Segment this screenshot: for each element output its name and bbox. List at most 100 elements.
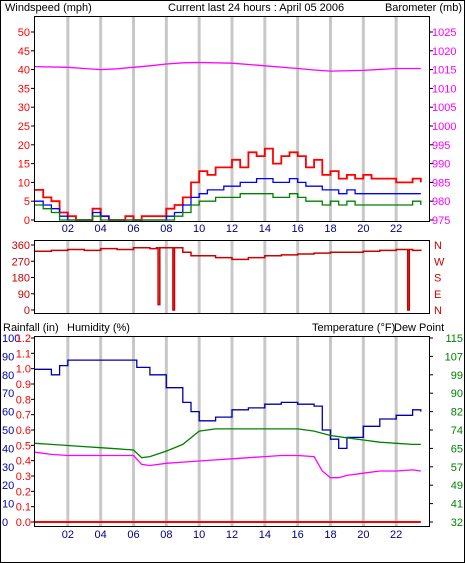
baro-tick-label: 1015	[432, 65, 456, 77]
climate-x-tick-label: 04	[95, 529, 107, 541]
baro-tick-label: 985	[432, 177, 450, 189]
direction-tick-label: 270	[12, 256, 30, 268]
climate-x-tick-label: 20	[357, 529, 369, 541]
baro-tick-label: 990	[432, 159, 450, 171]
climate-x-tick-label: 12	[226, 529, 238, 541]
temperature-tick-label: 57	[451, 462, 463, 474]
wind-axis-label: Windspeed (mph)	[5, 2, 92, 14]
chart-title: Current last 24 hours : April 05 2006	[168, 2, 344, 14]
wind-tick-label: 35	[18, 83, 30, 95]
climate-x-tick-label: 14	[259, 529, 271, 541]
rainfall-tick-label: 0.3	[16, 471, 31, 483]
rainfall-tick-label: 0.7	[16, 410, 31, 422]
tick-layer: 5045403530252015105010251020101510101005…	[2, 27, 463, 541]
baro-tick-label: 1020	[432, 46, 456, 58]
rainfall-tick-label: 0.1	[16, 502, 31, 514]
wind-gust-line	[35, 147, 422, 221]
wind-low-line	[35, 193, 422, 221]
wind-tick-label: 0	[24, 215, 30, 227]
wind-direction-line	[35, 246, 422, 311]
direction-tick-label: 180	[12, 273, 30, 285]
baro-tick-label: 1025	[432, 27, 456, 39]
humidity-tick-label: 70	[2, 388, 14, 400]
rainfall-tick-label: 0.8	[16, 394, 31, 406]
temperature-tick-label: 74	[451, 425, 463, 437]
compass-tick-label: N	[434, 240, 442, 252]
temperature-tick-label: 99	[451, 370, 463, 382]
compass-tick-label: W	[434, 256, 445, 268]
climate-x-tick-label: 10	[193, 529, 205, 541]
wind-average-line	[35, 177, 421, 221]
temperature-tick-label: 41	[451, 499, 463, 511]
dewpoint-axis-label: Dew Point	[394, 322, 444, 334]
temperature-tick-label: 49	[451, 480, 463, 492]
baro-tick-label: 980	[432, 196, 450, 208]
wind-tick-label: 5	[24, 196, 30, 208]
rainfall-tick-label: 1.2	[16, 333, 31, 345]
humidity-tick-label: 30	[2, 462, 14, 474]
grid-layer	[66, 17, 398, 526]
baro-tick-label: 995	[432, 140, 450, 152]
temperature-tick-label: 65	[451, 443, 463, 455]
temperature-tick-label: 107	[445, 351, 463, 363]
humidity-tick-label: 100	[2, 333, 20, 345]
humidity-tick-label: 40	[2, 443, 14, 455]
barometer-line	[34, 61, 421, 72]
wind-tick-label: 20	[18, 140, 30, 152]
temperature-tick-label: 115	[445, 333, 463, 345]
humidity-tick-label: 60	[2, 407, 14, 419]
humidity-tick-label: 20	[2, 480, 14, 492]
wind-tick-label: 10	[18, 177, 30, 189]
humidity-axis-label: Humidity (%)	[67, 322, 130, 334]
wind-tick-label: 15	[18, 159, 30, 171]
wind-x-tick-label: 18	[324, 223, 336, 235]
wind-x-tick-label: 16	[292, 223, 304, 235]
wind-x-tick-label: 02	[62, 223, 74, 235]
rainfall-tick-label: 0.2	[16, 486, 31, 498]
humidity-line	[35, 359, 422, 450]
rainfall-tick-label: 0.9	[16, 379, 31, 391]
humidity-tick-label: 80	[2, 370, 14, 382]
rainfall-tick-label: 0.6	[16, 425, 31, 437]
wind-tick-label: 25	[18, 121, 30, 133]
rainfall-tick-label: 1.0	[16, 364, 31, 376]
baro-tick-label: 1005	[432, 102, 456, 114]
direction-tick-label: 360	[12, 240, 30, 252]
baro-axis-label: Barometer (mb)	[385, 2, 462, 14]
wind-x-tick-label: 06	[127, 223, 139, 235]
baro-tick-label: 1000	[432, 121, 456, 133]
wind-x-tick-label: 20	[357, 223, 369, 235]
temperature-axis-label: Temperature (°F)	[312, 322, 395, 334]
wind-x-tick-label: 12	[226, 223, 238, 235]
wind-tick-label: 30	[18, 102, 30, 114]
baro-tick-label: 975	[432, 215, 450, 227]
climate-x-tick-label: 22	[390, 529, 402, 541]
wind-x-tick-label: 10	[193, 223, 205, 235]
temperature-line	[34, 428, 421, 459]
compass-tick-label: E	[434, 289, 441, 301]
wind-tick-label: 40	[18, 65, 30, 77]
wind-x-tick-label: 14	[259, 223, 271, 235]
humidity-tick-label: 90	[2, 351, 14, 363]
wind-x-tick-label: 04	[95, 223, 107, 235]
temperature-tick-label: 32	[451, 517, 463, 529]
climate-x-tick-label: 06	[127, 529, 139, 541]
direction-tick-label: 90	[18, 289, 30, 301]
rainfall-tick-label: 1.1	[16, 348, 31, 360]
humidity-tick-label: 50	[2, 425, 14, 437]
humidity-tick-label: 0	[2, 517, 8, 529]
climate-x-tick-label: 16	[292, 529, 304, 541]
rainfall-tick-label: 0.4	[16, 456, 31, 468]
rainfall-tick-label: 0.0	[16, 517, 31, 529]
wind-tick-label: 50	[18, 27, 30, 39]
dewpoint-line	[34, 451, 421, 479]
rainfall-tick-label: 0.5	[16, 440, 31, 452]
wind-tick-label: 45	[18, 46, 30, 58]
compass-tick-label: N	[434, 305, 442, 317]
wind-x-tick-label: 22	[390, 223, 402, 235]
baro-tick-label: 1010	[432, 83, 456, 95]
series-layer	[34, 61, 422, 523]
rainfall-axis-label: Rainfall (in)	[3, 322, 59, 334]
climate-x-tick-label: 02	[62, 529, 74, 541]
